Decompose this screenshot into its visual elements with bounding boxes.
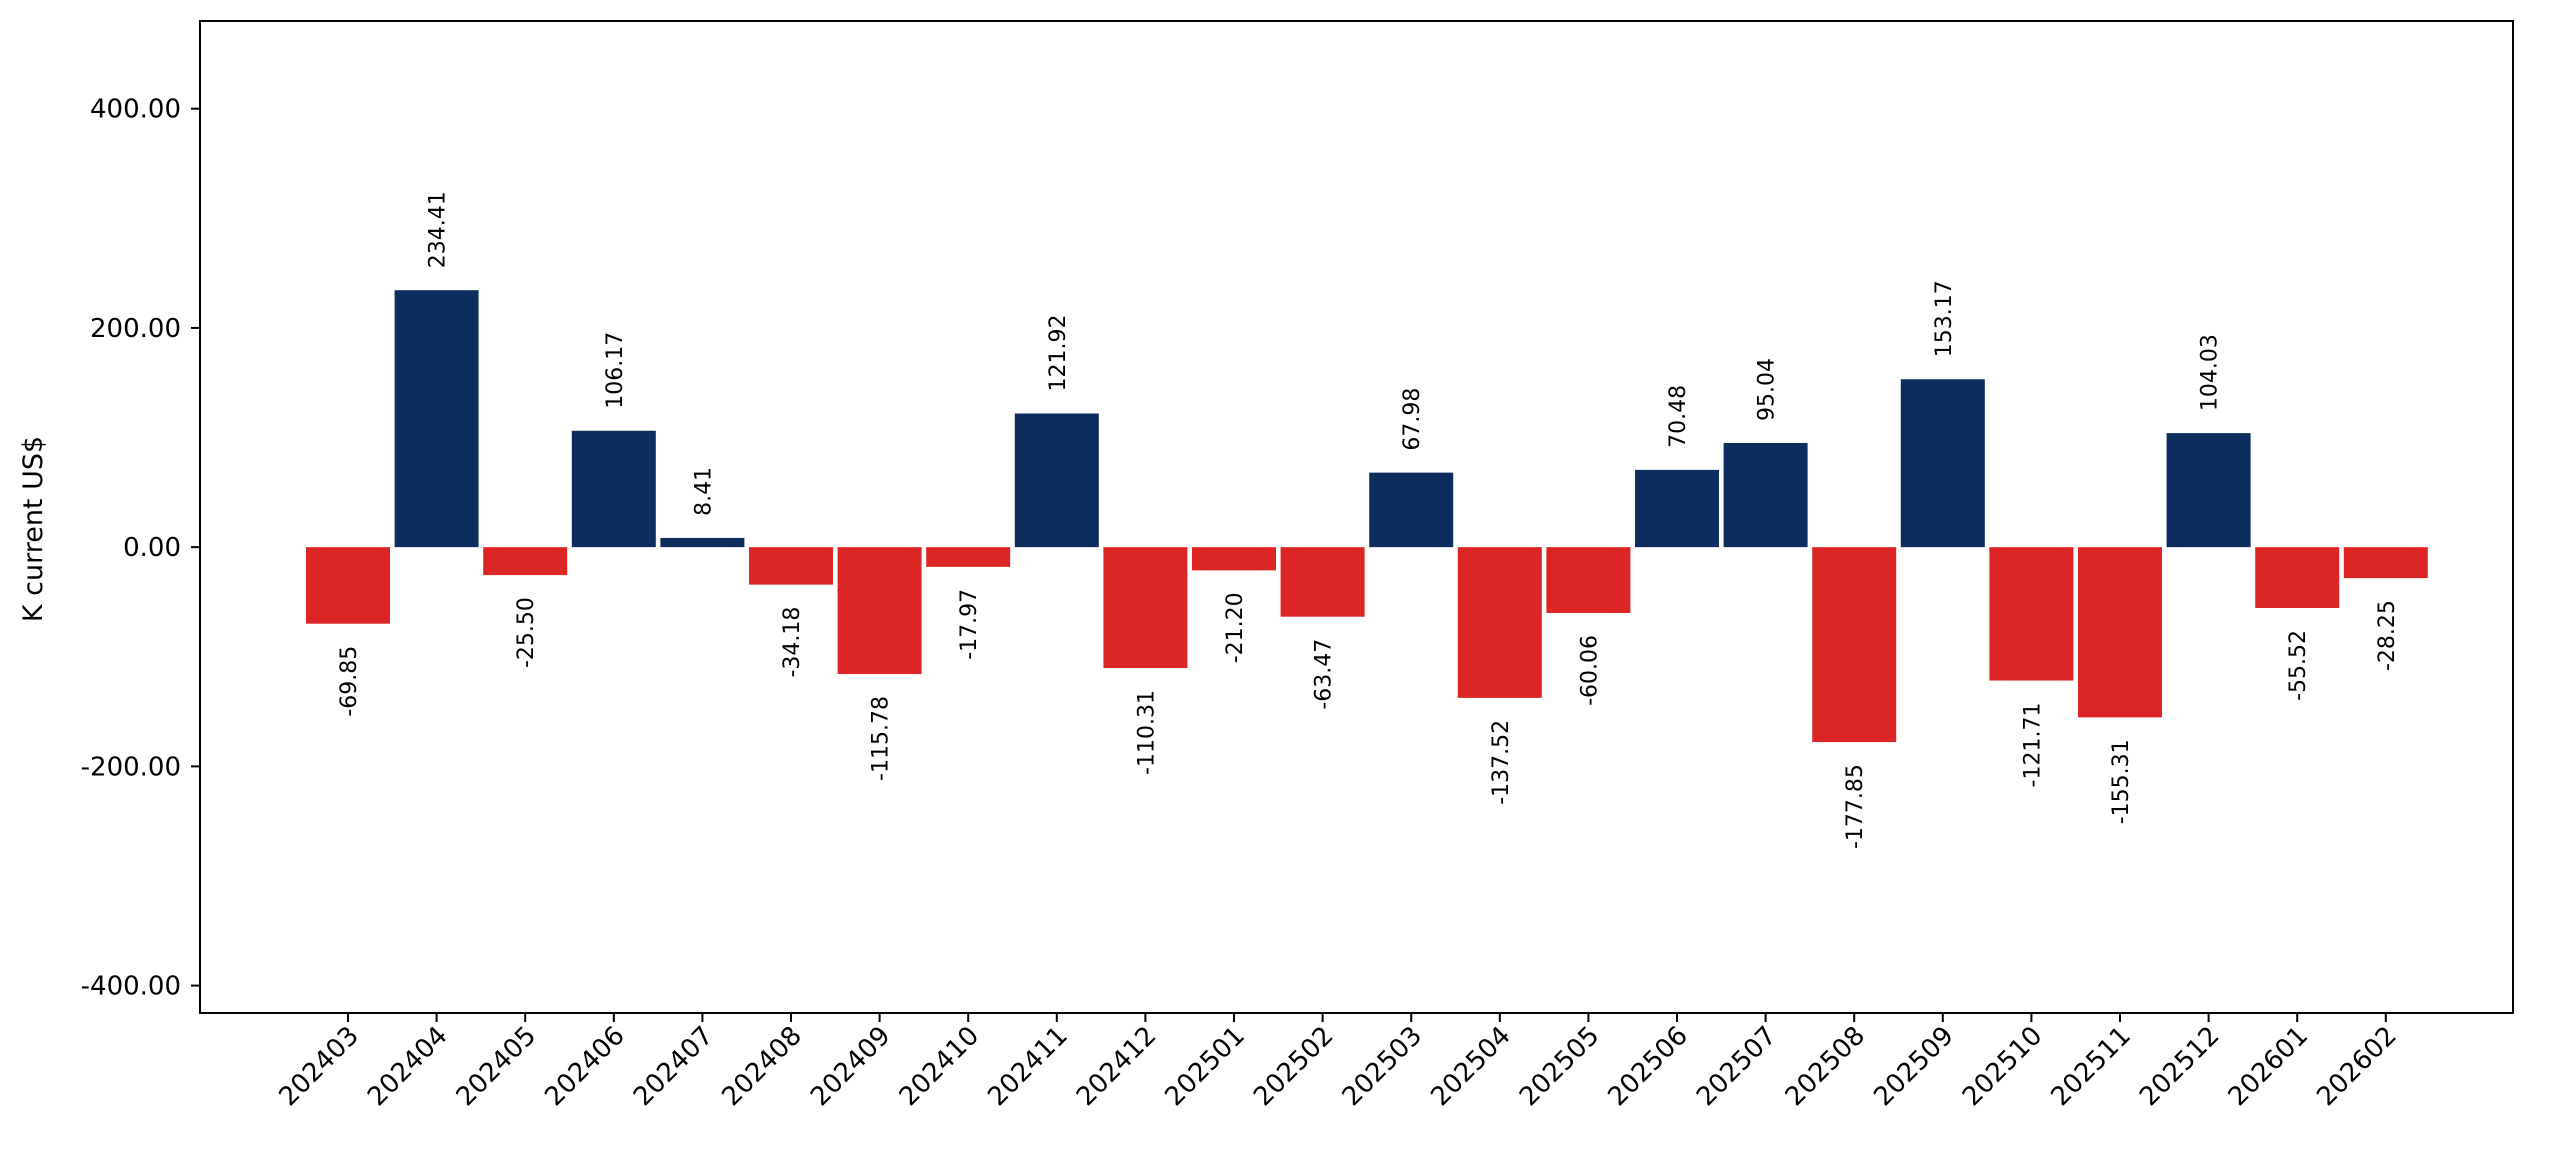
bar-value-label: 234.41 xyxy=(426,191,451,268)
x-tick-label: 202505 xyxy=(1514,1021,1605,1112)
x-tick-label: 202512 xyxy=(2134,1021,2225,1112)
bar-value-label: -121.71 xyxy=(2020,703,2045,788)
bar-value-label: 153.17 xyxy=(1932,280,1957,357)
y-tick-label: -400.00 xyxy=(81,972,181,1002)
x-tick-label: 202510 xyxy=(1957,1021,2048,1112)
bar-202506 xyxy=(1635,469,1719,548)
bar-202403 xyxy=(306,547,390,624)
x-tick-label: 202410 xyxy=(894,1021,985,1112)
bar-value-label: -177.85 xyxy=(1843,764,1868,849)
x-tick-label: 202501 xyxy=(1160,1021,1251,1112)
bar-202505 xyxy=(1546,547,1631,613)
y-axis-title: K current US$ xyxy=(18,436,49,622)
bar-value-label: 95.04 xyxy=(1755,358,1780,421)
bar-202509 xyxy=(1900,379,1985,548)
bar-202511 xyxy=(2078,547,2162,718)
bar-value-label: -28.25 xyxy=(2375,600,2400,671)
bar-labels-layer: -69.85 234.41 -25.50 106.17 8.41 -34.18 -115.7… xyxy=(337,191,2400,849)
bar-202508 xyxy=(1812,547,1897,743)
bar-value-label: -155.31 xyxy=(2109,739,2134,824)
bar-value-label: -17.97 xyxy=(957,589,982,660)
bar-value-label: 67.98 xyxy=(1400,388,1425,451)
x-tick-label: 202507 xyxy=(1691,1021,1782,1112)
bar-202601 xyxy=(2255,547,2340,609)
x-axis: 2024032024042024052024062024072024082024… xyxy=(274,1013,2403,1112)
bar-202507 xyxy=(1723,442,1808,548)
bar-202407 xyxy=(660,537,745,548)
bar-202510 xyxy=(1989,547,2074,681)
x-tick-label: 202405 xyxy=(451,1021,542,1112)
bar-202411 xyxy=(1014,413,1099,548)
bar-202405 xyxy=(483,547,568,576)
bar-value-label: -21.20 xyxy=(1223,592,1248,663)
x-tick-label: 202506 xyxy=(1603,1021,1694,1112)
y-tick-label: 0.00 xyxy=(123,533,181,563)
x-tick-label: 202411 xyxy=(982,1021,1073,1112)
x-tick-label: 202508 xyxy=(1780,1021,1871,1112)
bar-202404 xyxy=(394,290,479,548)
x-tick-label: 202502 xyxy=(1248,1021,1339,1112)
x-tick-label: 202412 xyxy=(1071,1021,1162,1112)
x-tick-label: 202504 xyxy=(1425,1021,1516,1112)
bar-value-label: -110.31 xyxy=(1134,690,1159,775)
bar-value-label: -60.06 xyxy=(1577,635,1602,706)
bar-202408 xyxy=(749,547,833,585)
bar-202602 xyxy=(2343,547,2428,579)
bar-202502 xyxy=(1280,547,1365,617)
bar-202503 xyxy=(1369,472,1454,548)
bar-202410 xyxy=(926,547,1011,567)
x-tick-label: 202601 xyxy=(2223,1021,2314,1112)
bars-layer xyxy=(306,290,2428,743)
x-tick-label: 202509 xyxy=(1868,1021,1959,1112)
x-tick-label: 202407 xyxy=(628,1021,719,1112)
bar-202409 xyxy=(837,547,922,675)
y-tick-label: 200.00 xyxy=(90,314,181,344)
x-tick-label: 202602 xyxy=(2311,1021,2402,1112)
bar-202406 xyxy=(571,430,656,548)
bar-value-label: -55.52 xyxy=(2286,630,2311,701)
y-tick-label: 400.00 xyxy=(90,95,181,125)
y-axis: 400.00 200.00 0.00 -200.00 -400.00 xyxy=(81,95,200,1002)
bar-value-label: -34.18 xyxy=(780,607,805,678)
x-tick-label: 202406 xyxy=(539,1021,630,1112)
bar-value-label: 70.48 xyxy=(1666,385,1691,448)
x-tick-label: 202408 xyxy=(717,1021,808,1112)
bar-value-label: 106.17 xyxy=(603,332,628,409)
bar-202504 xyxy=(1457,547,1542,698)
bar-value-label: 104.03 xyxy=(2198,334,2223,411)
x-tick-label: 202503 xyxy=(1337,1021,1428,1112)
bar-202501 xyxy=(1192,547,1276,571)
bar-value-label: -63.47 xyxy=(1312,639,1337,710)
bar-value-label: -25.50 xyxy=(514,597,539,668)
bar-value-label: -137.52 xyxy=(1489,720,1514,805)
x-tick-label: 202404 xyxy=(362,1021,453,1112)
y-tick-label: -200.00 xyxy=(81,752,181,782)
bar-value-label: 8.41 xyxy=(691,467,716,516)
bar-value-label: -69.85 xyxy=(337,646,362,717)
bar-value-label: 121.92 xyxy=(1046,315,1071,392)
x-tick-label: 202409 xyxy=(805,1021,896,1112)
x-tick-label: 202403 xyxy=(274,1021,365,1112)
bar-202412 xyxy=(1103,547,1188,669)
bar-value-label: -115.78 xyxy=(869,696,894,781)
bar-202512 xyxy=(2166,433,2251,548)
plot-frame xyxy=(199,20,2514,1014)
x-tick-label: 202511 xyxy=(2046,1021,2137,1112)
